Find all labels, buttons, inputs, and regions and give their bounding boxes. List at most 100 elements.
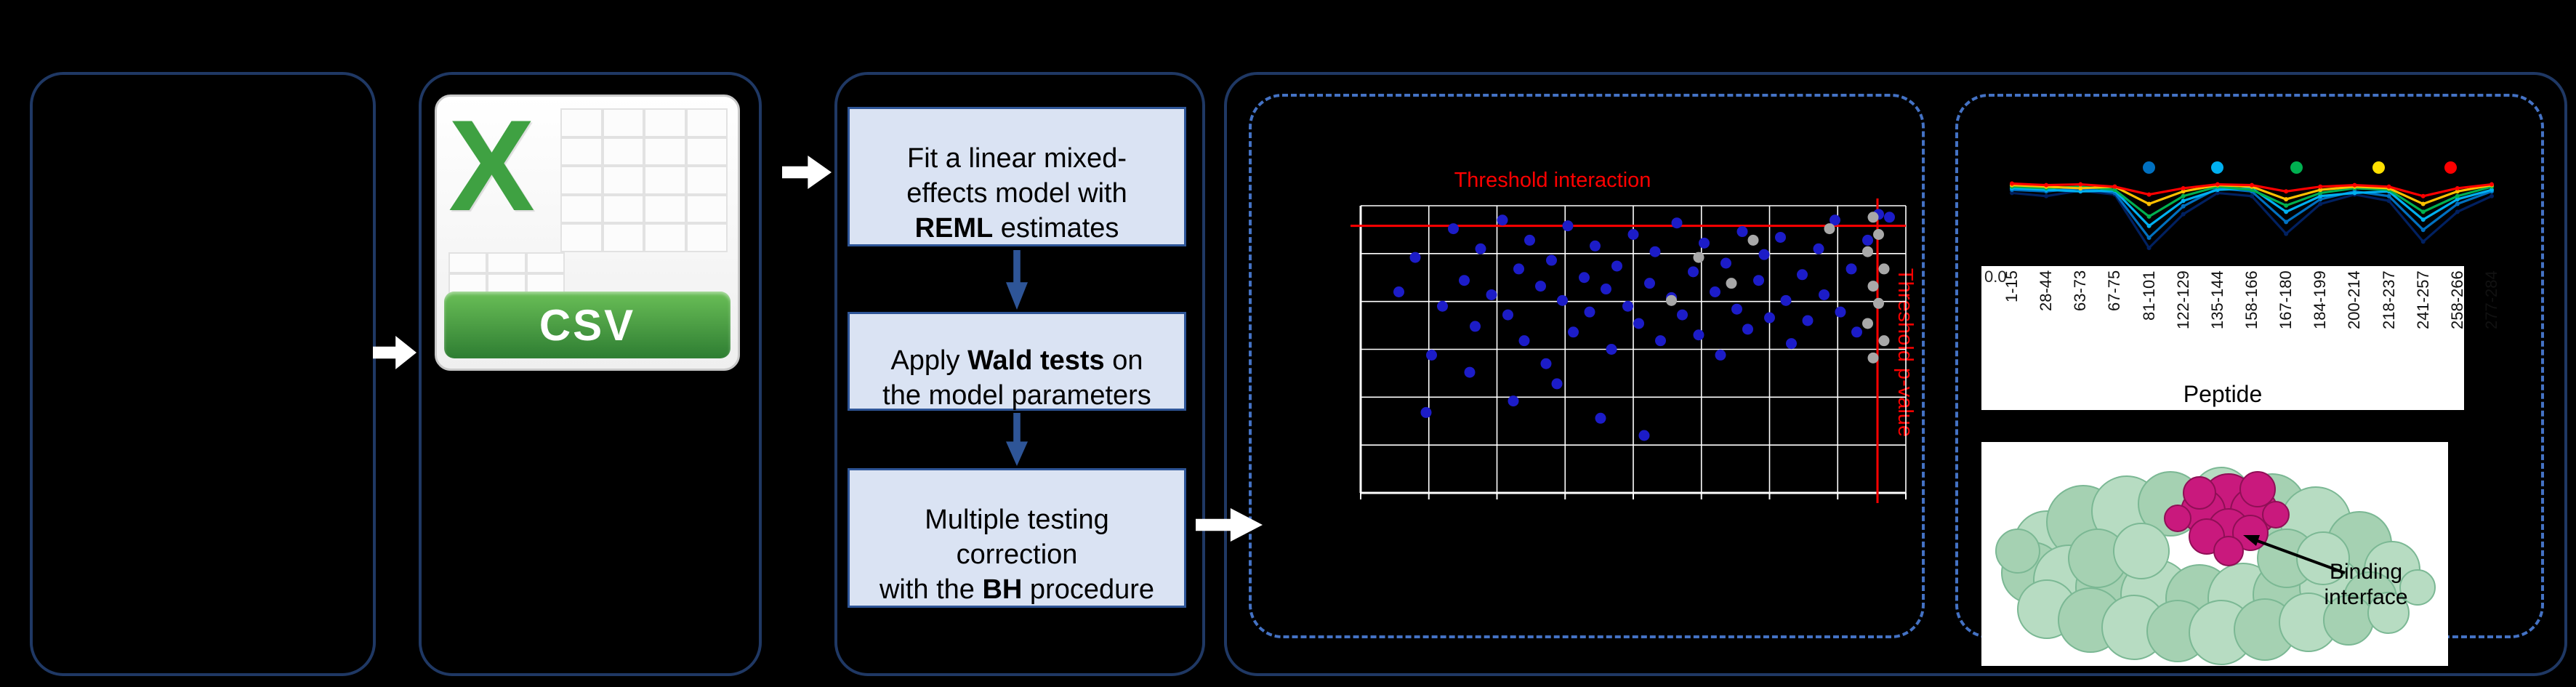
peptide-tick-label: 135-144 bbox=[2207, 270, 2226, 329]
step-box-wald: Apply Wald tests on the model parameters bbox=[848, 312, 1186, 411]
scatter-point bbox=[1518, 335, 1530, 347]
peptide-tick-label: 81-101 bbox=[2139, 270, 2158, 321]
scatter-point bbox=[1884, 212, 1895, 223]
right-arrow-icon bbox=[373, 336, 416, 369]
scatter-point bbox=[1677, 309, 1688, 321]
scatter-point bbox=[1797, 269, 1808, 281]
scatter-point bbox=[1747, 234, 1759, 246]
scatter-point bbox=[1835, 306, 1846, 318]
serum-marker-dot bbox=[2290, 161, 2303, 174]
scatter-point bbox=[1426, 349, 1437, 361]
peptide-tick-label: 158-166 bbox=[2242, 270, 2261, 329]
csv-file-icon: X CSV bbox=[435, 93, 740, 371]
scatter-point bbox=[1502, 309, 1513, 321]
peptide-tick-label: 122-129 bbox=[2173, 270, 2192, 329]
step3-text-pre: Multiple testing correction with the bbox=[879, 505, 1109, 605]
scatter-point bbox=[1649, 246, 1661, 257]
peptide-tick-label: 67-75 bbox=[2105, 270, 2124, 312]
protein-surface-render bbox=[1995, 467, 2436, 665]
volcano-plot-subpanel bbox=[1249, 94, 1925, 638]
step-box-reml: Fit a linear mixed- effects model with R… bbox=[848, 107, 1186, 246]
scatter-plot: Threshold interaction Threshold p-value bbox=[1351, 171, 1917, 503]
scatter-point bbox=[1699, 237, 1710, 249]
step2-text-post: on the model parameters bbox=[882, 345, 1151, 411]
scatter-point bbox=[1824, 223, 1835, 235]
scatter-point bbox=[1726, 278, 1737, 289]
scatter-point bbox=[1551, 378, 1563, 390]
scatter-point bbox=[1590, 240, 1601, 252]
serum-marker-dot bbox=[2372, 161, 2385, 174]
scatter-point bbox=[1802, 315, 1814, 326]
scatter-point bbox=[1540, 358, 1552, 369]
scatter-point bbox=[1622, 300, 1633, 312]
scatter-point bbox=[1508, 395, 1519, 407]
scatter-point bbox=[1393, 286, 1404, 297]
scatter-point bbox=[1546, 254, 1557, 266]
y-axis-tick: 0.0 bbox=[1984, 268, 2007, 286]
scatter-point bbox=[1819, 289, 1830, 300]
profile-marker-dots bbox=[1997, 161, 2506, 174]
scatter-point bbox=[1557, 294, 1568, 306]
scatter-point bbox=[1409, 252, 1421, 263]
scatter-point bbox=[1568, 326, 1579, 338]
scatter-point bbox=[1846, 263, 1857, 275]
peptide-tick-label: 167-180 bbox=[2277, 270, 2295, 329]
scatter-point bbox=[1878, 263, 1890, 275]
scatter-point bbox=[1584, 306, 1595, 318]
scatter-point bbox=[1666, 294, 1677, 306]
serum-marker-dot bbox=[2143, 161, 2156, 174]
binding-profiles-chart bbox=[2010, 181, 2494, 251]
step1-text-post: estimates bbox=[993, 212, 1119, 244]
scatter-point bbox=[1867, 352, 1879, 363]
scatter-point bbox=[1655, 335, 1666, 347]
csv-spreadsheet-grid-lower bbox=[448, 252, 565, 294]
profile-navy bbox=[2011, 189, 2492, 249]
scatter-point bbox=[1710, 286, 1720, 297]
scatter-point bbox=[1497, 214, 1508, 226]
peptide-tick-label: 184-199 bbox=[2311, 270, 2330, 329]
step1-text-bold: REML bbox=[914, 212, 994, 244]
peptide-axis-box: 0.0 1-15 28-44 63-73 67-75 81-101 122-129 135-… bbox=[1981, 266, 2500, 410]
scatter-point bbox=[1780, 294, 1792, 306]
scatter-point bbox=[1758, 249, 1770, 260]
scatter-point bbox=[1873, 297, 1884, 309]
scatter-point bbox=[1813, 243, 1824, 254]
serum-marker-dot bbox=[2444, 161, 2457, 174]
csv-spreadsheet-grid bbox=[560, 108, 728, 252]
scatter-point bbox=[1420, 406, 1432, 418]
step1-text-pre: Fit a linear mixed- effects model with bbox=[906, 143, 1127, 209]
scatter-point bbox=[1693, 252, 1704, 263]
scatter-point bbox=[1720, 257, 1731, 269]
step2-text-pre: Apply bbox=[890, 345, 968, 377]
scatter-point bbox=[1688, 266, 1699, 278]
pipeline-panel-1 bbox=[30, 72, 376, 676]
csv-banner-label: CSV bbox=[444, 292, 730, 358]
scatter-point bbox=[1633, 318, 1644, 329]
peptide-axis-label: Peptide bbox=[2183, 381, 2263, 407]
scatter-point bbox=[1862, 234, 1873, 246]
scatter-point bbox=[1715, 349, 1726, 361]
scatter-point bbox=[1464, 366, 1476, 378]
scatter-point bbox=[1606, 344, 1617, 355]
scatter-point bbox=[1862, 246, 1873, 257]
peptide-tick-label: 241-257 bbox=[2413, 270, 2432, 329]
peptide-tick-label: 28-44 bbox=[2037, 270, 2056, 312]
binding-interface-arrow bbox=[2255, 539, 2346, 574]
scatter-point bbox=[1475, 243, 1486, 254]
scatter-point bbox=[1671, 217, 1683, 229]
scatter-point bbox=[1524, 234, 1535, 246]
step3-text-bold: BH bbox=[982, 574, 1023, 605]
right-arrow-icon bbox=[782, 156, 832, 189]
serum-marker-dot bbox=[2211, 161, 2224, 174]
step3-text-post: procedure bbox=[1022, 574, 1155, 605]
peptide-tick-label: 200-214 bbox=[2345, 270, 2364, 329]
profile-cyan bbox=[2011, 187, 2492, 228]
scatter-point bbox=[1579, 272, 1590, 284]
scatter-point bbox=[1873, 229, 1884, 240]
scatter-point bbox=[1470, 321, 1481, 332]
scatter-point bbox=[1731, 303, 1742, 315]
scatter-point bbox=[1786, 338, 1797, 350]
scatter-point bbox=[1878, 335, 1890, 347]
scatter-point bbox=[1513, 263, 1524, 275]
